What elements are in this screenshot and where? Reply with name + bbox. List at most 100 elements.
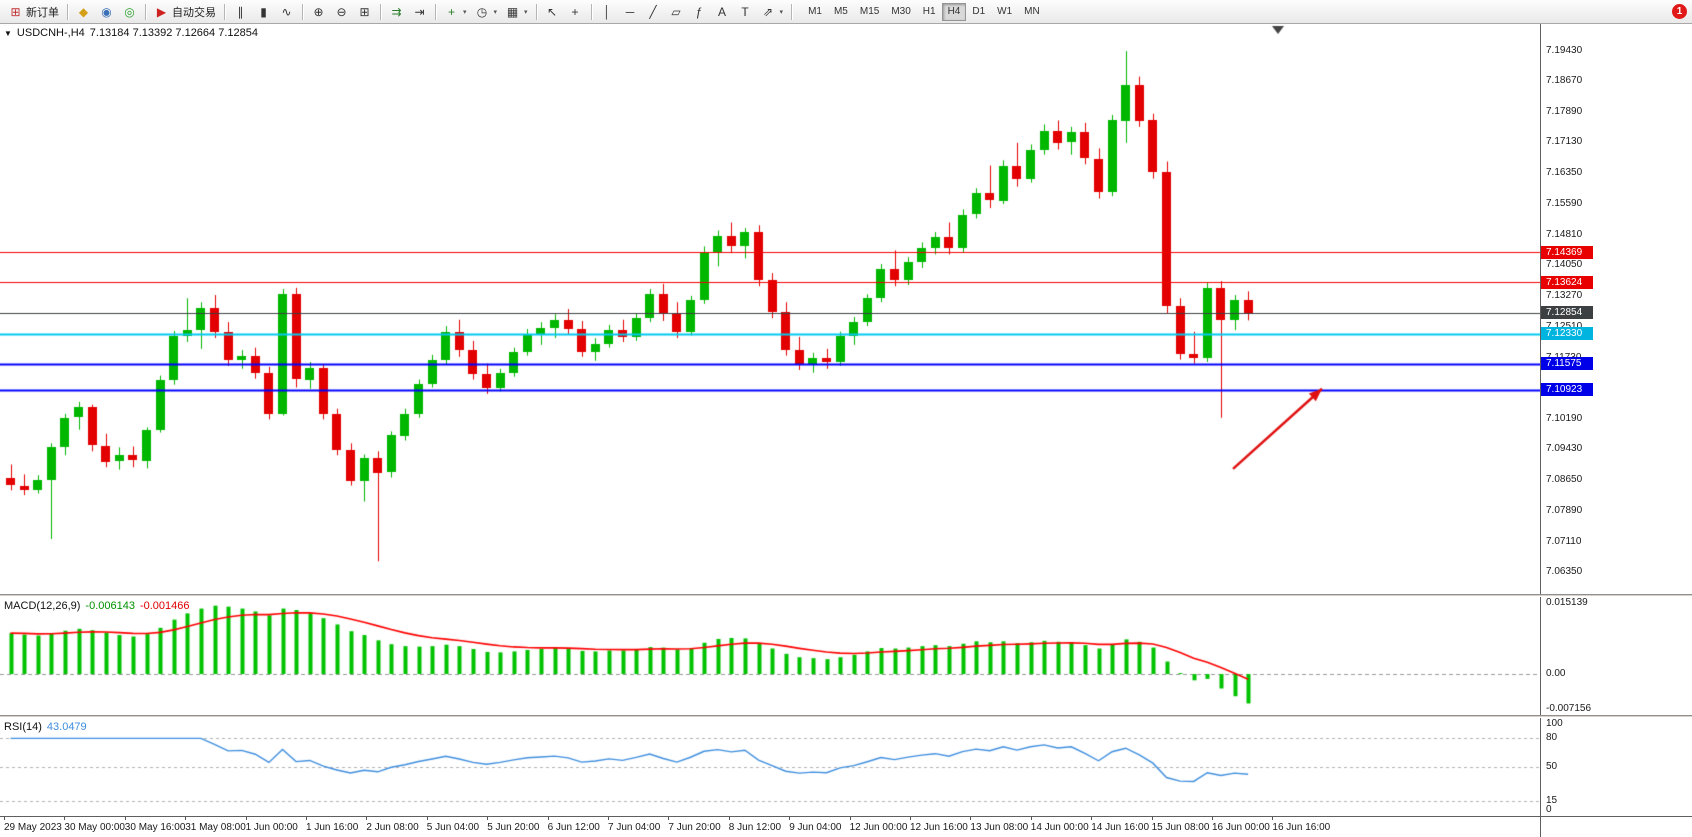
- timeframe-m1-button[interactable]: M1: [802, 3, 828, 21]
- rsi-axis[interactable]: 100 80 50 15 0: [1540, 718, 1692, 816]
- cursor-button[interactable]: ↖: [541, 2, 564, 22]
- periods-icon: ◷: [476, 4, 488, 19]
- chart-shift-icon: ⇥: [414, 4, 425, 19]
- rsi-indicator-canvas[interactable]: [0, 718, 1540, 816]
- horizontal-line-price-tag[interactable]: 7.14369: [1541, 245, 1593, 259]
- candlestick-chart-canvas[interactable]: [0, 24, 1540, 594]
- price-axis[interactable]: 7.19430 7.18670 7.17890 7.17130 7.16350 7.155…: [1540, 24, 1692, 594]
- pane-splitter[interactable]: [0, 715, 1692, 718]
- time-tick: [1272, 817, 1274, 820]
- time-axis-label: 30 May 16:00: [124, 822, 186, 833]
- time-tick: [547, 817, 549, 820]
- timeframe-d1-button[interactable]: D1: [966, 3, 991, 21]
- auto-scroll-icon: ⇉: [391, 4, 402, 19]
- indicators-button[interactable]: + ▾: [440, 2, 471, 22]
- pane-splitter[interactable]: [0, 594, 1692, 597]
- notification-badge[interactable]: 1: [1672, 4, 1687, 19]
- new-order-icon: ⊞: [10, 4, 21, 19]
- time-tick: [789, 817, 791, 820]
- price-axis-label: 7.09430: [1546, 443, 1583, 455]
- time-tick: [306, 817, 307, 820]
- time-tick: [849, 817, 851, 820]
- zoom-in-button[interactable]: ⊕: [307, 2, 330, 22]
- price-axis-label: 7.17130: [1546, 136, 1583, 148]
- autotrading-button[interactable]: ▶ 自动交易: [150, 2, 220, 22]
- trendline-button[interactable]: ╱: [642, 2, 665, 22]
- macd-indicator-canvas[interactable]: [0, 597, 1540, 715]
- templates-icon: ▦: [506, 4, 519, 19]
- time-axis-label: 14 Jun 00:00: [1030, 822, 1089, 833]
- templates-button[interactable]: ▦ ▾: [501, 2, 532, 22]
- crosshair-button[interactable]: +: [564, 2, 587, 22]
- auto-scroll-button[interactable]: ⇉: [385, 2, 408, 22]
- time-axis-label: 5 Jun 04:00: [426, 822, 480, 833]
- timeframe-mn-button[interactable]: MN: [1018, 3, 1046, 21]
- metaeditor-icon: ◆: [78, 4, 89, 19]
- time-axis-label: 1 Jun 00:00: [245, 822, 298, 833]
- time-axis-label: 6 Jun 12:00: [547, 822, 600, 833]
- market-button[interactable]: ◉: [95, 2, 118, 22]
- bar-chart-button[interactable]: ∥: [229, 2, 252, 22]
- ohlc-values: 7.13184 7.13392 7.12664 7.12854: [89, 27, 258, 39]
- horizontal-line-price-tag[interactable]: 7.11575: [1541, 357, 1593, 371]
- chevron-down-icon[interactable]: ▼: [4, 28, 12, 38]
- vertical-line-button[interactable]: │: [596, 2, 619, 22]
- chevron-down-icon: ▾: [524, 8, 528, 16]
- timeframe-m15-button[interactable]: M15: [854, 3, 885, 21]
- metaeditor-button[interactable]: ◆: [72, 2, 95, 22]
- channel-button[interactable]: ▱: [665, 2, 688, 22]
- text-label-icon: T: [741, 4, 749, 19]
- chart-shift-button[interactable]: ⇥: [408, 2, 431, 22]
- time-tick: [64, 817, 66, 820]
- timeframe-m5-button[interactable]: M5: [828, 3, 854, 21]
- time-axis-label: 30 May 00:00: [64, 822, 125, 833]
- horizontal-line-price-tag[interactable]: 7.13624: [1541, 275, 1593, 289]
- rsi-title: RSI(14): [4, 721, 42, 733]
- time-axis[interactable]: 29 May 2023 30 May 00:00 30 May 16:00 31 Ma…: [0, 816, 1692, 837]
- tile-windows-button[interactable]: ⊞: [353, 2, 376, 22]
- price-axis-label: 7.11730: [1546, 352, 1581, 363]
- candlestick-chart-button[interactable]: ▮: [252, 2, 275, 22]
- signals-button[interactable]: ◎: [118, 2, 141, 22]
- toolbar-separator: [590, 3, 592, 20]
- market-icon: ◉: [101, 4, 112, 19]
- time-axis-label: 13 Jun 08:00: [970, 822, 1029, 833]
- timeframe-w1-button[interactable]: W1: [991, 3, 1018, 21]
- horizontal-line-price-tag[interactable]: 7.10923: [1541, 383, 1593, 397]
- toolbar-separator: [302, 3, 303, 20]
- macd-axis[interactable]: 0.015139 0.00 -0.007156: [1540, 597, 1692, 715]
- text-label-button[interactable]: T: [734, 2, 757, 22]
- chart-header: ▼ USDCNH-,H4 7.13184 7.13392 7.12664 7.1…: [4, 27, 258, 39]
- time-axis-label: 31 May 08:00: [185, 822, 246, 833]
- timeframe-h1-button[interactable]: H1: [917, 3, 942, 21]
- line-chart-button[interactable]: ∿: [275, 2, 298, 22]
- rsi-header: RSI(14) 43.0479: [4, 721, 87, 733]
- new-order-button[interactable]: ⊞ 新订单: [4, 2, 63, 22]
- arrows-button[interactable]: ⇗ ▾: [757, 2, 788, 22]
- horizontal-line-button[interactable]: ─: [619, 2, 642, 22]
- symbol-timeframe-label: USDCNH-,H4: [16, 27, 85, 39]
- time-axis-label: 12 Jun 00:00: [849, 822, 908, 833]
- timeframe-h4-button[interactable]: H4: [941, 2, 967, 21]
- macd-axis-label: 0.00: [1546, 668, 1566, 680]
- horizontal-line-price-tag[interactable]: 7.12330: [1541, 327, 1593, 341]
- time-axis-label: 14 Jun 16:00: [1091, 822, 1150, 833]
- toolbar: ⊞ 新订单 ◆ ◉ ◎ ▶ 自动交易 ∥ ▮ ∿ ⊕ ⊖ ⊞ ⇉ ⇥ + ▾ ◷ ▾ ▦ ▾ ↖ + │ ─ ╱ ▱ ƒ A T ⇗ ▾ M1…: [0, 0, 1692, 24]
- zoom-out-button[interactable]: ⊖: [330, 2, 353, 22]
- price-axis-label: 7.07890: [1546, 504, 1583, 516]
- fibonacci-button[interactable]: ƒ: [688, 2, 711, 22]
- arrows-icon: ⇗: [763, 4, 774, 19]
- toolbar-separator: [435, 3, 436, 20]
- time-tick: [426, 817, 428, 820]
- time-tick: [1091, 817, 1093, 820]
- text-button[interactable]: A: [711, 2, 734, 22]
- time-tick: [1212, 817, 1213, 820]
- line-chart-icon: ∿: [281, 4, 292, 19]
- periods-button[interactable]: ◷ ▾: [471, 2, 502, 22]
- time-axis-label: 15 Jun 08:00: [1151, 822, 1210, 833]
- rsi-axis-label: 0: [1546, 804, 1552, 815]
- zoom-out-icon: ⊖: [336, 4, 347, 19]
- timeframe-m30-button[interactable]: M30: [885, 3, 916, 21]
- time-tick: [1030, 817, 1032, 820]
- time-tick: [668, 817, 670, 820]
